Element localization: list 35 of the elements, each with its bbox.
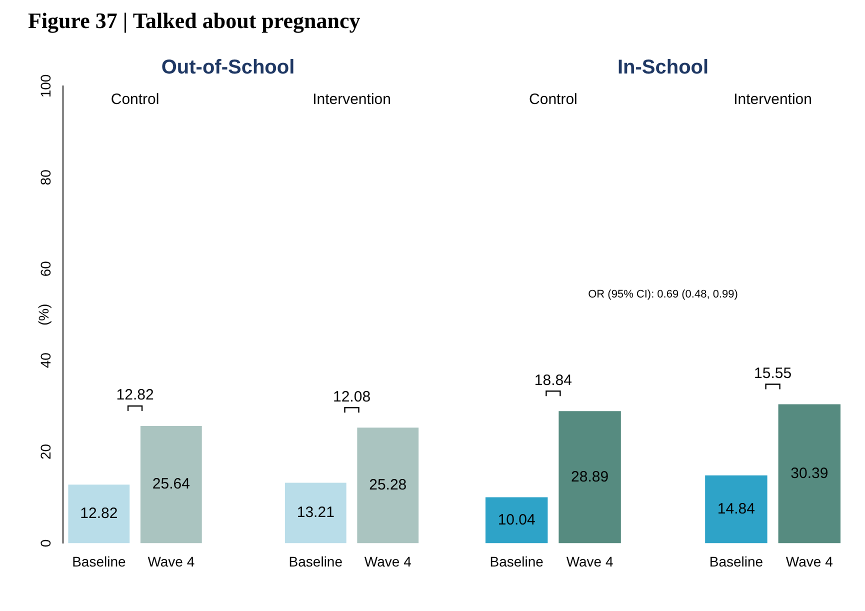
x-tick-label: Baseline (72, 553, 126, 570)
y-tick-label: 0 (38, 539, 54, 548)
y-tick-label: 60 (38, 260, 54, 277)
y-tick-label: 80 (38, 169, 54, 186)
y-tick-label: 40 (38, 352, 54, 368)
x-tick-label: Baseline (288, 553, 343, 570)
data-label: 14.84 (717, 500, 755, 518)
annotation: Intervention (734, 91, 812, 108)
data-label: 25.64 (152, 476, 190, 493)
annotation: 12.08 (332, 388, 371, 406)
y-tick-label: 100 (38, 74, 54, 98)
x-tick-label: Wave 4 (566, 553, 614, 570)
annotation: 15.55 (754, 364, 792, 382)
x-tick-label: Wave 4 (148, 553, 195, 570)
chart-subtitle: Out-of-School (161, 56, 295, 79)
annotation: Control (110, 91, 160, 108)
data-label: 28.89 (571, 468, 609, 486)
data-label: 10.04 (498, 511, 536, 528)
annotation: Control (529, 91, 578, 108)
data-label: 13.21 (296, 504, 334, 522)
annotation: OR (95% CI): 0.69 (0.48, 0.99) (588, 288, 738, 301)
chart-subtitle: In-School (617, 56, 709, 79)
data-label: 25.28 (369, 476, 407, 494)
annotation: 12.82 (116, 386, 154, 404)
data-label: 30.39 (790, 464, 828, 482)
x-tick-label: Wave 4 (364, 553, 412, 570)
x-tick-label: Baseline (709, 553, 764, 570)
x-tick-label: Baseline (490, 553, 544, 570)
y-axis-title: (%) (35, 304, 52, 326)
chart-title: Figure 37 | Talked about pregnancy (28, 8, 362, 34)
annotation: 18.84 (534, 372, 572, 389)
annotation: Intervention (312, 91, 391, 108)
y-tick-label: 20 (38, 444, 54, 460)
data-label: 12.82 (80, 505, 118, 522)
x-tick-label: Wave 4 (786, 553, 834, 570)
